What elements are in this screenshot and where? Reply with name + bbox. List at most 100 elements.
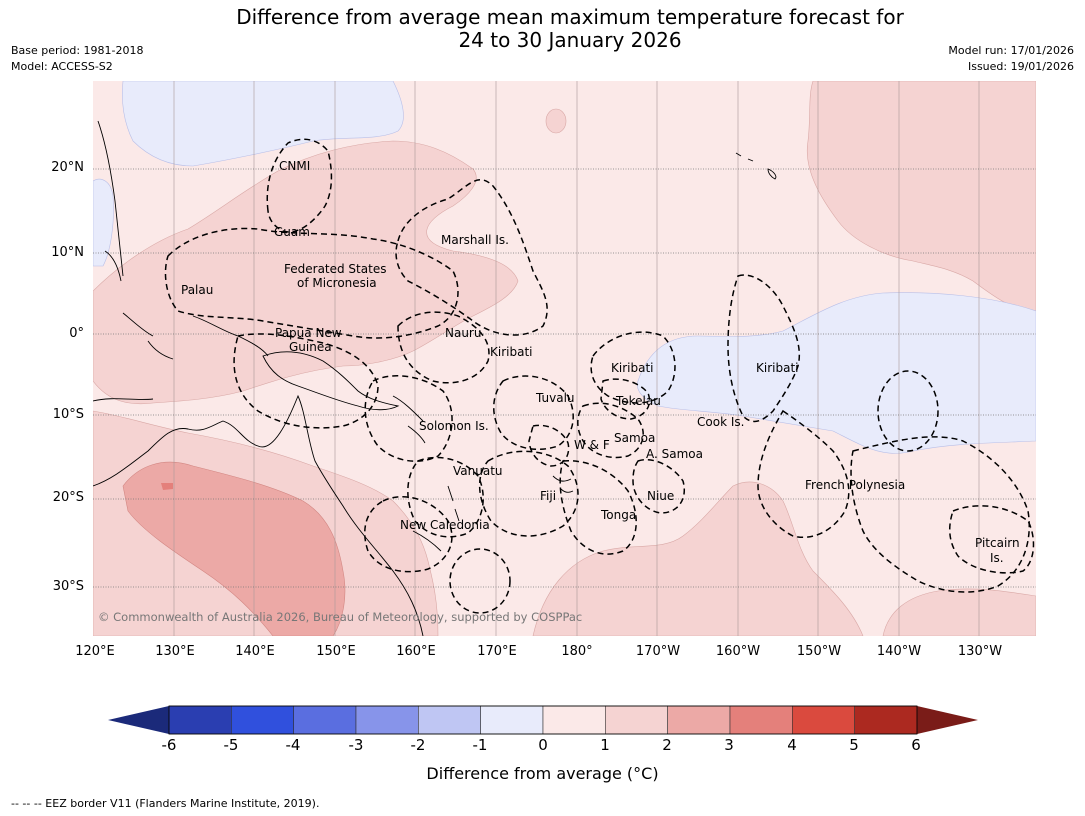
north-west-cool-area	[122, 81, 404, 167]
new-caledonia	[412, 530, 442, 552]
label-png-line1: Papua New	[275, 326, 342, 340]
base-period: Base period: 1981-2018	[11, 44, 144, 57]
eez-kiribati-line	[727, 274, 801, 423]
label-fsm-line2: of Micronesia	[297, 276, 377, 290]
eez-wallis	[528, 424, 570, 467]
australia-hot-area	[122, 461, 346, 636]
label-png-line2: Guinea	[289, 340, 332, 354]
colorbar-segment	[293, 705, 357, 735]
label-marshall: Marshall Is.	[441, 233, 509, 247]
lon-label-160e: 160°E	[396, 644, 436, 659]
eez-vanuatu	[407, 456, 484, 538]
lat-label-10n: 10°N	[51, 245, 84, 260]
label-cnmi: CNMI	[279, 159, 310, 173]
label-niue: Niue	[647, 489, 674, 503]
small-warm-blob	[545, 108, 567, 134]
colorbar-segment	[355, 705, 419, 735]
colorbar-tick-m2: -2	[410, 736, 426, 754]
colorbar-segment	[792, 705, 855, 735]
colorbar-segment	[168, 705, 232, 735]
label-pitcairn-line1: Pitcairn	[975, 536, 1020, 550]
lat-label-0: 0°	[69, 326, 84, 341]
eez-tuvalu	[493, 375, 574, 451]
lon-label-130e: 130°E	[155, 644, 195, 659]
colorbar-tick-6: 6	[911, 736, 921, 754]
eez-niue	[632, 459, 685, 514]
lat-label-30s: 30°S	[52, 579, 84, 594]
label-kiribati-central: Kiribati	[611, 361, 653, 375]
west-pacific-warm-area	[93, 140, 519, 405]
colorbar-segment	[418, 705, 481, 735]
issued-date: Issued: 19/01/2026	[967, 60, 1074, 73]
colorbar-label: Difference from average (°C)	[426, 764, 659, 783]
model-run: Model run: 17/01/2026	[948, 44, 1074, 57]
label-kiribati-west: Kiribati	[490, 345, 532, 359]
colorbar-tick-2: 2	[662, 736, 672, 754]
title-line-2: 24 to 30 January 2026	[458, 28, 682, 52]
anomaly-band-2-to-3	[122, 461, 346, 636]
lon-label-120e: 120°E	[75, 644, 115, 659]
meta-left: Base period: 1981-2018 Model: ACCESS-S2	[11, 43, 143, 75]
label-fiji: Fiji	[540, 489, 556, 503]
parallels	[93, 168, 1036, 588]
label-pitcairn-line2: Is.	[990, 551, 1004, 565]
colorbar-segment	[480, 705, 544, 735]
indonesia-islands	[93, 312, 174, 402]
eez-kiribati-phoenix	[590, 331, 676, 404]
label-vanuatu: Vanuatu	[453, 464, 503, 478]
forecast-map[interactable]: CNMI Guam Marshall Is. Federated States …	[93, 81, 1036, 636]
eez-fiji	[478, 450, 579, 537]
hawaii-islands	[735, 152, 777, 180]
solomon-islands	[392, 395, 426, 444]
eez-marshall	[395, 179, 548, 336]
anomaly-band-3-to-4	[161, 483, 173, 490]
eez-cook	[757, 409, 850, 538]
label-solomon: Solomon Is.	[419, 419, 489, 433]
copyright-notice: © Commonwealth of Australia 2026, Bureau…	[98, 610, 582, 624]
label-kiribati-east: Kiribati	[756, 361, 798, 375]
eez-footnote: -- -- -- EEZ border V11 (Flanders Marine…	[11, 797, 320, 810]
eez-marquesas	[877, 370, 939, 452]
png-coast	[262, 351, 400, 411]
colorbar-segment	[854, 705, 918, 735]
colorbar-tick-m5: -5	[223, 736, 239, 754]
colorbar-tick-5: 5	[849, 736, 859, 754]
colorbar-tick-4: 4	[787, 736, 797, 754]
lon-label-140w: 140°W	[876, 644, 922, 659]
colorbar-segment	[729, 705, 793, 735]
meridians	[173, 81, 980, 636]
colorbar-high-extend	[917, 706, 978, 734]
label-samoa: Samoa	[614, 431, 655, 445]
eez-borders	[164, 138, 1035, 614]
colorbar-tick-1: 1	[600, 736, 610, 754]
colorbar	[108, 705, 978, 735]
eez-samoa	[577, 402, 644, 459]
label-tokelau: Tokelau	[615, 394, 661, 408]
label-tuvalu: Tuvalu	[535, 391, 575, 405]
colorbar-tick-m1: -1	[472, 736, 488, 754]
place-labels: CNMI Guam Marshall Is. Federated States …	[181, 159, 1020, 565]
map-title: Difference from average mean maximum tem…	[0, 6, 1085, 52]
central-east-cool-area	[637, 292, 1036, 454]
philippines-coast	[97, 120, 124, 282]
label-new-caledonia: New Caledonia	[400, 518, 490, 532]
lat-label-20n: 20°N	[51, 160, 84, 175]
lat-label-10s: 10°S	[52, 407, 84, 422]
label-wallis-futuna: W & F	[574, 438, 610, 452]
colorbar-low-extend	[108, 706, 169, 734]
eez-cnmi	[266, 138, 333, 233]
eez-norfolk	[449, 548, 511, 614]
eez-new-caledonia	[364, 496, 453, 573]
colorbar-outline	[168, 705, 918, 735]
australia-coast	[93, 394, 424, 636]
label-nauru: Nauru	[445, 326, 481, 340]
west-small-cool-area	[93, 178, 114, 267]
label-french-polynesia: French Polynesia	[805, 478, 905, 492]
coastlines	[93, 120, 777, 636]
colorbar-tick-m6: -6	[161, 736, 177, 754]
anomaly-band-minus1-to-0	[93, 81, 1036, 454]
model-name: Model: ACCESS-S2	[11, 60, 113, 73]
eez-pitcairn	[948, 505, 1035, 574]
lon-label-160w: 160°W	[715, 644, 761, 659]
colorbar-tick-m4: -4	[285, 736, 301, 754]
